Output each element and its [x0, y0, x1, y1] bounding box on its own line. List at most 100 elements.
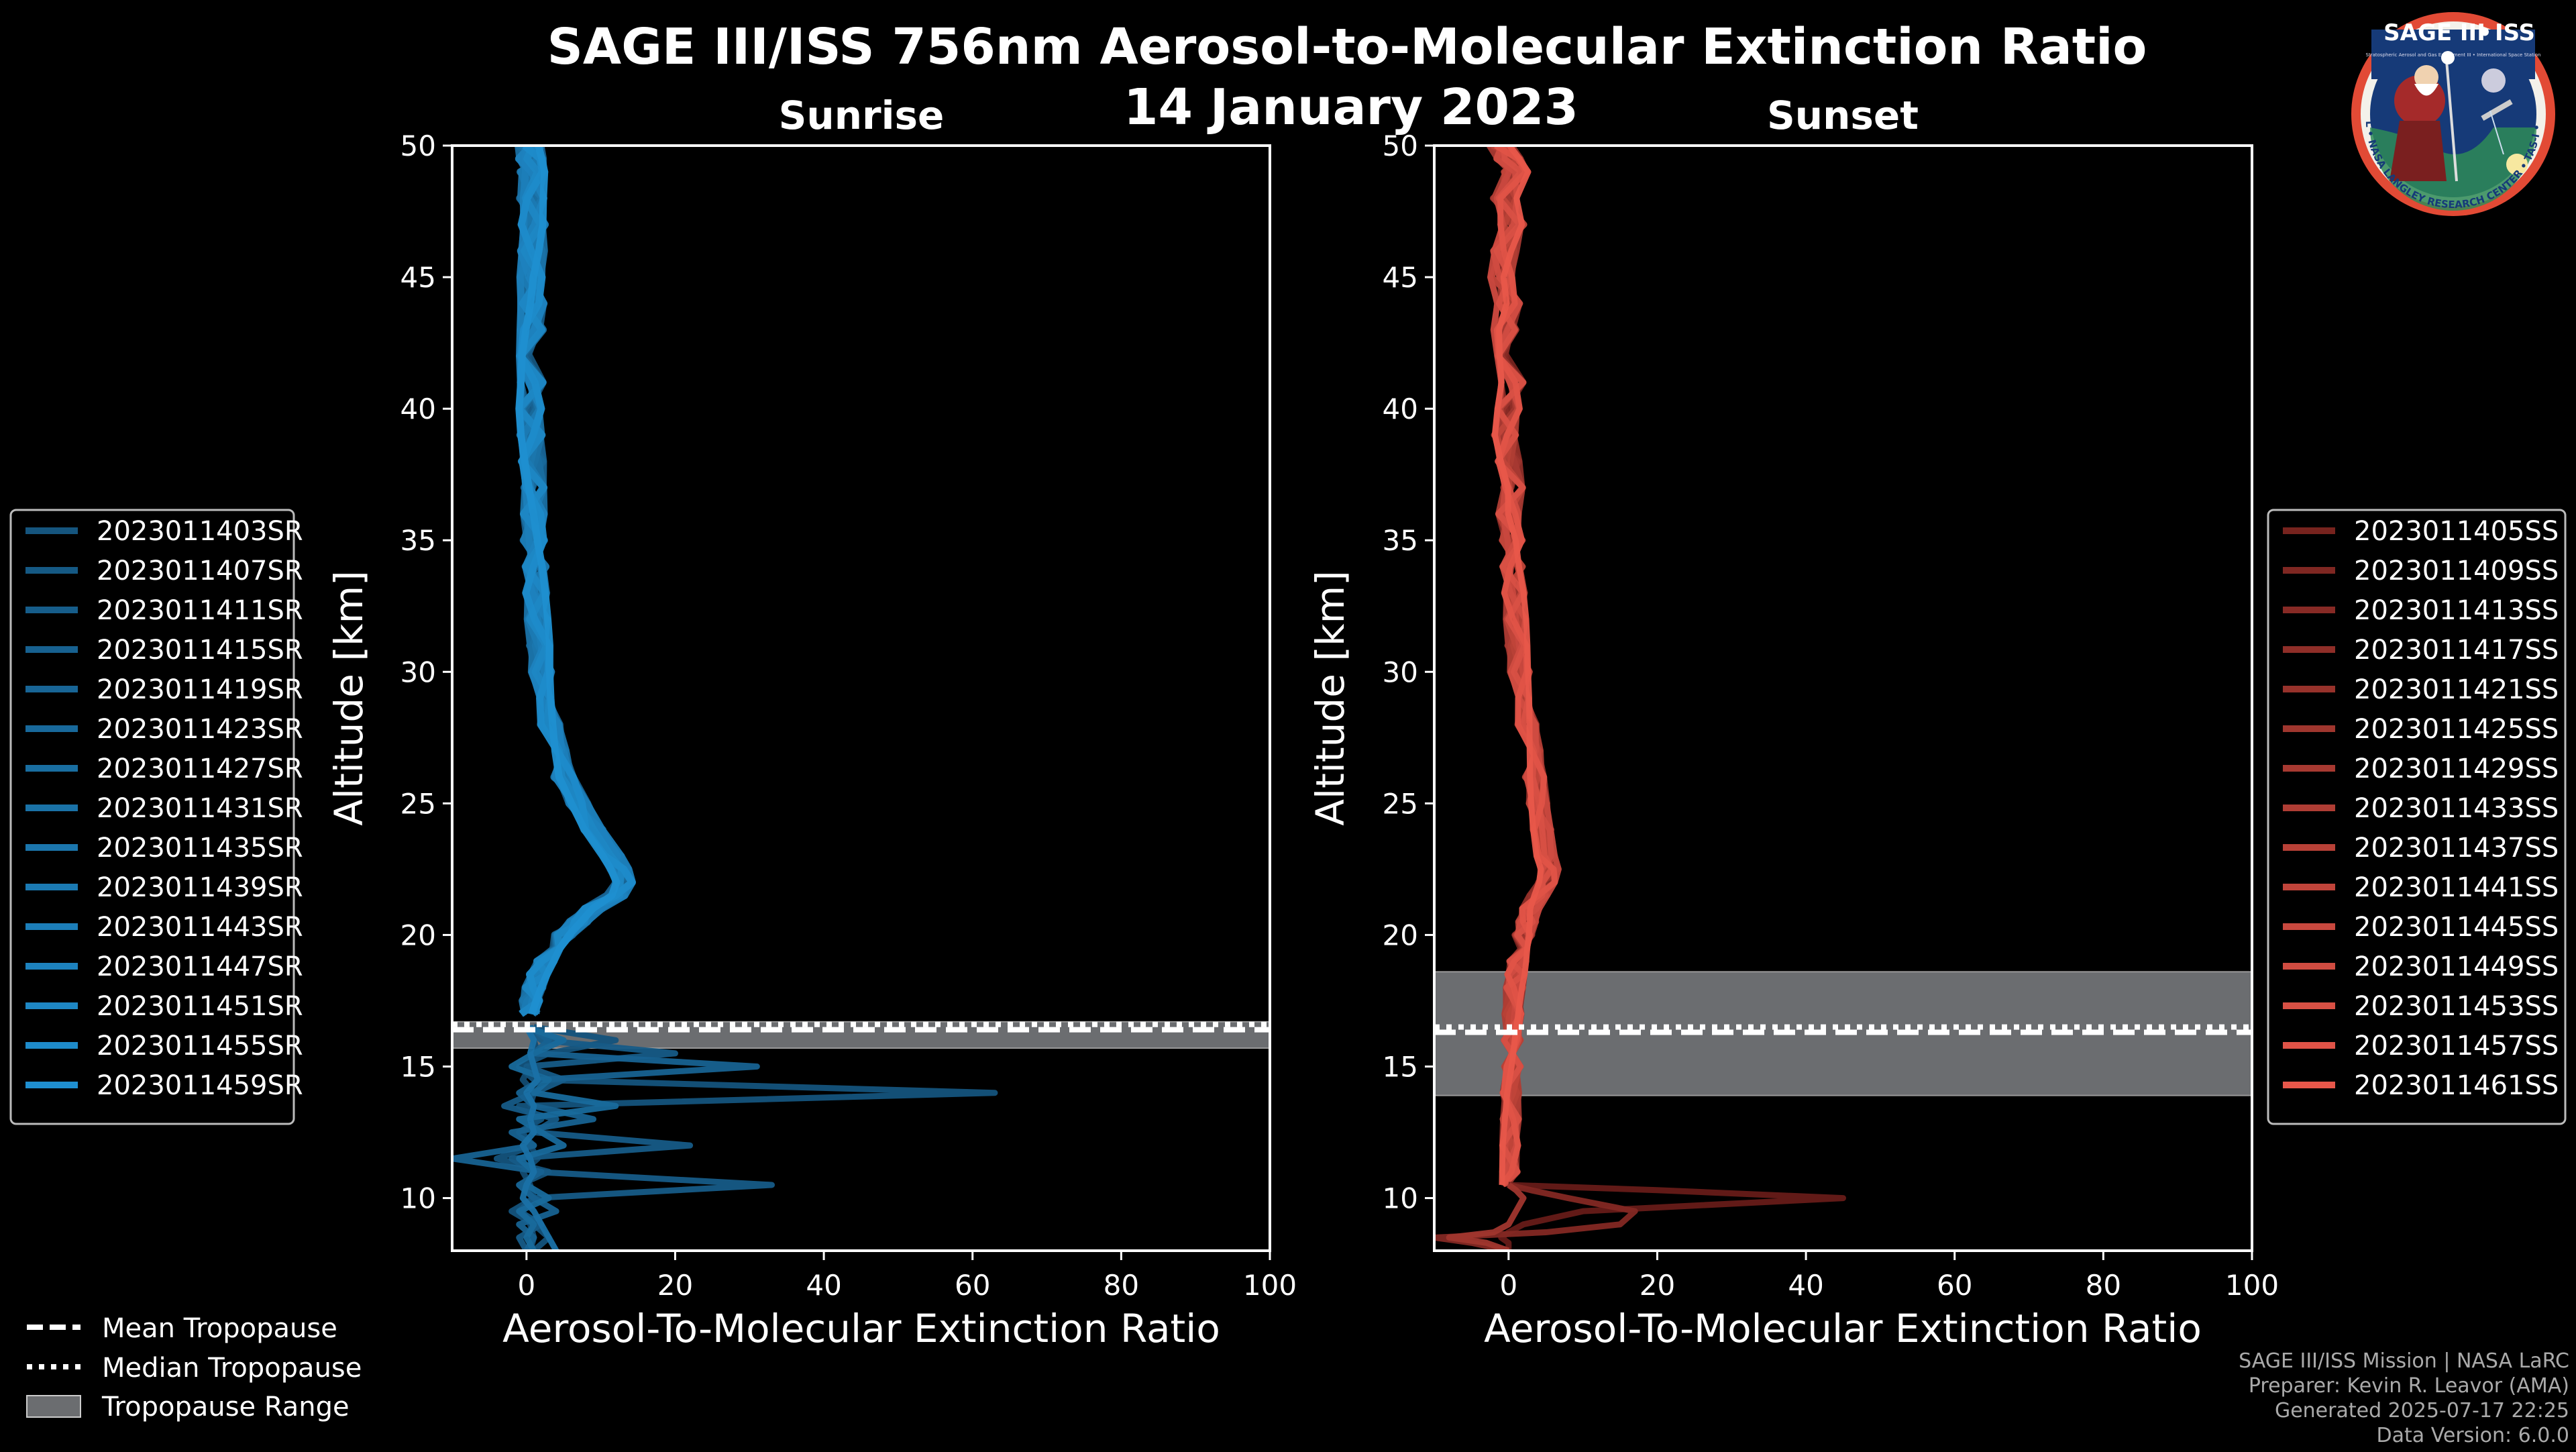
legend-item-label: 2023011425SS — [2354, 714, 2559, 745]
legend-item-label: 2023011413SS — [2354, 595, 2559, 626]
y-axis-label: Altitude [km] — [326, 570, 372, 825]
legend-frame — [2267, 509, 2567, 1125]
legend-item-label: 2023011405SS — [2354, 516, 2559, 547]
profile-line-2023011461SS — [1491, 146, 1544, 1186]
lower-profile-line-1 — [1498, 1182, 1846, 1251]
legend-item-label: 2023011461SS — [2354, 1070, 2559, 1101]
legend-item-label: 2023011447SR — [97, 951, 303, 982]
logo-title-sage: SAGE III — [2383, 19, 2485, 46]
panel-title: Sunset — [1767, 93, 1919, 138]
y-tick-label: 35 — [400, 524, 436, 557]
legend-item-label: 2023011419SR — [97, 674, 303, 705]
x-tick-label: 20 — [1640, 1269, 1675, 1302]
plot-content — [1434, 146, 2252, 1251]
legend-item-label: 2023011459SR — [97, 1070, 303, 1101]
x-tick-label: 20 — [657, 1269, 693, 1302]
y-tick-label: 40 — [1383, 393, 1418, 425]
legend-item-label: 2023011441SS — [2354, 872, 2559, 903]
x-tick-label: 0 — [1499, 1269, 1517, 1302]
y-tick-label: 50 — [400, 129, 436, 162]
lower-profile-line-3 — [1446, 1182, 1527, 1251]
sunset-legend: 2023011405SS 2023011409SS 2023011413SS 2023… — [2267, 509, 2567, 1125]
figure-date: 14 January 2023 — [1124, 79, 1578, 136]
legend-item-label: 2023011427SR — [97, 754, 303, 784]
y-tick-label: 35 — [1383, 524, 1418, 557]
legend-item-label: 2023011403SR — [97, 516, 303, 547]
y-tick-label: 25 — [400, 787, 436, 820]
footer-mission: SAGE III/ISS Mission | NASA LaRC — [2239, 1349, 2569, 1373]
legend-item-label: 2023011431SR — [97, 793, 303, 824]
legend-item-label: 2023011407SR — [97, 556, 303, 586]
sage-iss-logo: SAGE III • ISS Stratospheric Aerosol and… — [2351, 12, 2555, 216]
mean-tropopause-label: Mean Tropopause — [102, 1313, 337, 1344]
tropopause-range-label: Tropopause Range — [101, 1392, 350, 1422]
y-tick-label: 10 — [400, 1182, 436, 1215]
y-tick-label: 45 — [1383, 261, 1418, 294]
sunrise-panel: 0 20 40 60 80 100 10 15 20 25 30 35 40 45 50 Sunrise Aer… — [326, 93, 1297, 1351]
footer-version: Data Version: 6.0.0 — [2377, 1424, 2569, 1447]
profile-line-2023011453SS — [1493, 146, 1555, 1188]
legend-item-label: 2023011423SR — [97, 714, 303, 745]
footer-credits: SAGE III/ISS Mission | NASA LaRC Prepare… — [2239, 1349, 2569, 1447]
y-tick-label: 30 — [400, 656, 436, 688]
x-tick-label: 40 — [806, 1269, 841, 1302]
legend-item-label: 2023011453SS — [2354, 991, 2559, 1022]
plot-content — [452, 146, 1270, 1251]
footer-preparer: Preparer: Kevin R. Leavor (AMA) — [2249, 1374, 2569, 1398]
x-tick-label: 60 — [955, 1269, 990, 1302]
legend-item-label: 2023011409SS — [2354, 556, 2559, 586]
plot-frame — [1433, 144, 2253, 1252]
legend-item-label: 2023011451SR — [97, 991, 303, 1022]
profile-line-2023011459SR — [515, 146, 621, 1015]
legend-item-label: 2023011445SS — [2354, 912, 2559, 943]
tropopause-legend: Mean Tropopause Median Tropopause Tropop… — [26, 1313, 362, 1422]
median-tropopause-label: Median Tropopause — [102, 1353, 362, 1384]
legend-item-label: 2023011439SR — [97, 872, 303, 903]
x-axis-label: Aerosol-To-Molecular Extinction Ratio — [502, 1306, 1220, 1351]
y-tick-label: 20 — [400, 919, 436, 951]
y-tick-label: 30 — [1383, 656, 1418, 688]
x-tick-label: 100 — [2225, 1269, 2279, 1302]
legend-item-label: 2023011443SR — [97, 912, 303, 943]
logo-title-sep: • — [2477, 19, 2492, 46]
legend-frame — [9, 509, 295, 1125]
x-tick-label: 60 — [1937, 1269, 1972, 1302]
y-tick-label: 45 — [400, 261, 436, 294]
legend-item-label: 2023011421SS — [2354, 674, 2559, 705]
legend-item-label: 2023011449SS — [2354, 951, 2559, 982]
legend-item-label: 2023011457SS — [2354, 1031, 2559, 1061]
x-axis-label: Aerosol-To-Molecular Extinction Ratio — [1484, 1306, 2202, 1351]
sunrise-legend: 2023011403SR 2023011407SR 2023011411SR 2023… — [9, 509, 303, 1125]
x-tick-label: 100 — [1243, 1269, 1297, 1302]
x-tick-label: 80 — [1104, 1269, 1139, 1302]
legend-item-label: 2023011415SR — [97, 635, 303, 666]
legend-item-label: 2023011437SS — [2354, 833, 2559, 864]
x-tick-label: 0 — [517, 1269, 535, 1302]
legend-item-label: 2023011455SR — [97, 1031, 303, 1061]
plot-area — [452, 146, 1270, 1251]
footer-generated: Generated 2025-07-17 22:25 — [2275, 1399, 2569, 1422]
lower-profile-line-4 — [452, 1025, 760, 1251]
plot-frame — [451, 144, 1271, 1252]
legend-item-label: 2023011433SS — [2354, 793, 2559, 824]
x-tick-label: 40 — [1788, 1269, 1823, 1302]
y-tick-label: 25 — [1383, 787, 1418, 820]
logo-title-iss: ISS — [2495, 19, 2535, 46]
tropopause-range-swatch — [26, 1395, 81, 1418]
legend-item-label: 2023011411SR — [97, 595, 303, 626]
y-axis-label: Altitude [km] — [1307, 570, 1353, 825]
lower-profile-line-5 — [508, 1024, 619, 1251]
legend-item-label: 2023011435SR — [97, 833, 303, 864]
x-tick-label: 80 — [2086, 1269, 2121, 1302]
y-tick-label: 10 — [1383, 1182, 1418, 1215]
figure-title: SAGE III/ISS 756nm Aerosol-to-Molecular … — [547, 18, 2147, 76]
legend-item-label: 2023011429SS — [2354, 754, 2559, 784]
y-tick-label: 50 — [1383, 129, 1418, 162]
y-tick-label: 15 — [400, 1051, 436, 1084]
sunset-panel: 0 20 40 60 80 100 10 15 20 25 30 35 40 45 50 Sunset Aero… — [1307, 93, 2279, 1351]
y-tick-label: 40 — [400, 393, 436, 425]
legend-item-label: 2023011417SS — [2354, 635, 2559, 666]
lower-profile-line-6 — [519, 1025, 559, 1251]
